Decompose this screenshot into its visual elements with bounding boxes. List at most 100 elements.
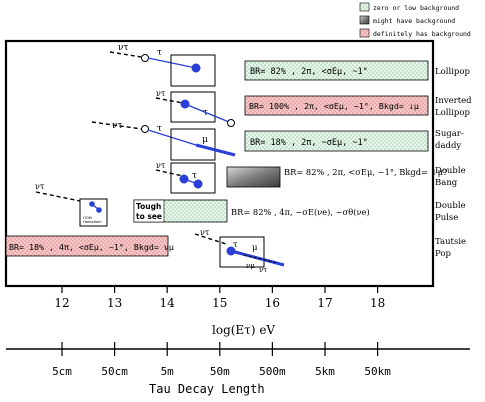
decay-vertex (191, 63, 201, 73)
energy-tick-label: 12 (54, 296, 69, 310)
neutrino-track (35, 191, 81, 202)
tau-label: τ (192, 171, 197, 181)
neutrino-track (194, 233, 227, 245)
info-text-double-bang: BR= 82% , 2π, <σEμ, ~1°, Bkgd= ↓μ? (284, 167, 448, 177)
tau-label: τ (233, 240, 238, 249)
info-text-lollipop: BR= 82% , 2π, <σEμ, ~1° (250, 67, 368, 77)
mu-label: μ (202, 135, 208, 145)
length-axis: 5cm 50cm 5m 50m 500m 5km 50km Tau Decay Length (6, 342, 470, 396)
decay-vertex (227, 119, 235, 127)
info-box-tautsie-pop (5, 235, 169, 257)
nu-tau-label: ντ (35, 182, 45, 191)
topology-name2-sugar-daddy: daddy (435, 141, 461, 151)
energy-tick-label: 18 (370, 296, 385, 310)
detector-box (170, 162, 216, 194)
neutrino-track (155, 97, 184, 104)
tough-to-see-label: Tough (136, 202, 161, 211)
topology-name2-tautsie-pop: Pop (435, 249, 451, 259)
production-vertex (141, 125, 149, 133)
energy-axis-label: log(Eτ) eV (212, 323, 275, 337)
info-text-tautsie-pop: BR= 18% , 4π, <σEμ, ~1°, Bkgd= νμ (9, 242, 174, 252)
info-box-lollipop (244, 60, 429, 81)
detector-box (170, 91, 216, 123)
energy-tick-group: 12 13 14 15 16 17 18 (54, 287, 385, 310)
length-tick-label: 50km (364, 365, 391, 378)
legend-label-might-background: might have background (373, 17, 455, 25)
tough-to-see-label-2: to see (136, 212, 162, 221)
energy-tick-label: 16 (265, 296, 280, 310)
row-sugar-daddy: ντ τ μ BR= 18% , 2π, ~σEμ, ~1° Sugar- da… (91, 121, 464, 161)
length-tick-label: 50cm (101, 365, 128, 378)
nu-tau-label: ντ (156, 89, 166, 98)
info-swatch-double-bang (226, 166, 281, 188)
legend-swatch-zero-background (359, 2, 370, 12)
topology-name2-inverted-lollipop: Lollipop (435, 108, 470, 118)
topology-name2-double-bang: Bang (435, 178, 458, 188)
legend-swatch-definite-background (359, 28, 370, 38)
row-tautsie-pop: BR= 18% , 4π, <σEμ, ~1°, Bkgd= νμ ντ τ μ… (5, 228, 466, 274)
legend-label-zero-background: zero or low background (373, 4, 459, 12)
length-tick-label: 50m (210, 365, 230, 378)
topology-name2-double-pulse: Pulse (435, 213, 458, 223)
neutrino-out-track (243, 254, 279, 264)
oom-caption: OOM (83, 216, 92, 220)
energy-tick-label: 15 (212, 296, 227, 310)
tough-to-see-label-bg (133, 199, 165, 223)
info-text-sugar-daddy: BR= 18% , 2π, ~σEμ, ~1° (250, 138, 368, 148)
tau-track (184, 103, 230, 123)
topology-name-double-pulse: Double (435, 201, 466, 211)
legend-swatch-might-background (359, 15, 370, 25)
tau-track (147, 129, 197, 146)
nu-tau-out-label: ντ (259, 266, 267, 274)
legend: zero or low background might have backgr… (359, 2, 471, 38)
neutrino-track (155, 169, 184, 177)
decay-vertex (226, 246, 236, 256)
decay-vertex (96, 207, 102, 213)
muon-track (195, 143, 236, 157)
info-text-inverted-lollipop: BR= 100% , 2π, <σEμ, ~1°, Bkgd= ↓μ (249, 101, 419, 111)
length-tick-label: 5cm (52, 365, 72, 378)
tau-label: τ (157, 48, 162, 58)
nu-tau-label: ντ (118, 43, 128, 53)
production-vertex (141, 54, 149, 62)
decay-vertex (193, 179, 203, 189)
nu-tau-label: ντ (112, 121, 122, 131)
om-detector-box (79, 198, 108, 227)
topology-name-tautsie-pop: Tautsie (435, 237, 466, 247)
length-tick-label: 5km (315, 365, 335, 378)
row-double-pulse: ντ OOM Hamadam Tough to see BR= 82% , 4π… (35, 182, 466, 227)
topology-name-sugar-daddy: Sugar- (435, 129, 464, 139)
info-box-sugar-daddy (244, 130, 429, 152)
topology-name-inverted-lollipop: Inverted (435, 96, 472, 106)
row-inverted-lollipop: ντ τ BR= 100% , 2π, <σEμ, ~1°, Bkgd= ↓μ … (155, 89, 472, 127)
energy-tick-label: 13 (107, 296, 122, 310)
neutrino-track (109, 51, 142, 58)
energy-axis: 12 13 14 15 16 17 18 log(Eτ) eV (54, 287, 385, 337)
energy-tick-label: 17 (317, 296, 332, 310)
plot-frame (4, 39, 435, 288)
length-tick-label: 500m (259, 365, 286, 378)
energy-tick-label: 14 (160, 296, 176, 310)
detector-box (219, 236, 265, 268)
oom-caption-2: Hamadam (83, 220, 102, 224)
length-axis-label: Tau Decay Length (149, 382, 265, 396)
neutrino-track (91, 121, 143, 130)
tau-track (147, 57, 197, 69)
nu-tau-label: ντ (200, 228, 210, 237)
row-double-bang: ντ τ BR= 82% , 2π, <σEμ, ~1°, Bkgd= ↓μ? … (155, 161, 466, 194)
topology-name-lollipop: Lollipop (435, 67, 470, 77)
row-lollipop: ντ τ BR= 82% , 2π, <σEμ, ~1° Lollipop (109, 43, 470, 87)
length-tick-group: 5cm 50cm 5m 50m 500m 5km 50km (52, 342, 391, 378)
tau-label: τ (157, 124, 162, 134)
info-text-double-pulse: BR= 82% , 4π, ~σE(νe), ~σθ(νe) (231, 207, 370, 217)
length-tick-label: 5m (161, 365, 175, 378)
mu-label: μ (252, 243, 258, 253)
nu-mu-label: νμ (246, 262, 255, 270)
nu-tau-label: ντ (156, 161, 166, 170)
detector-box (170, 128, 216, 161)
legend-label-definite-background: definitely has background (373, 30, 471, 38)
info-box-inverted-lollipop (244, 95, 429, 116)
topology-name-double-bang: Double (435, 166, 466, 176)
detector-box (170, 54, 216, 87)
